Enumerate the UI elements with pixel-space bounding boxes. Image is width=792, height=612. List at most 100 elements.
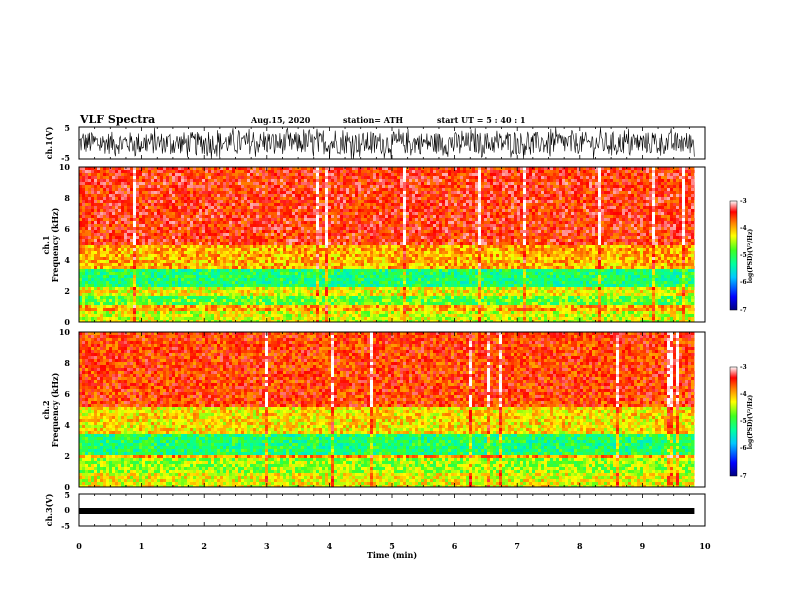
- spectrogram-cell: [163, 215, 166, 218]
- spectrogram-cell: [130, 248, 133, 251]
- spectrogram-cell: [169, 287, 172, 290]
- spectrogram-cell: [85, 206, 88, 209]
- spectrogram-cell: [130, 305, 133, 308]
- spectrogram-cell: [163, 281, 166, 284]
- spectrogram-cell: [160, 308, 163, 311]
- spectrogram-cell: [85, 251, 88, 254]
- spectrogram-cell: [106, 254, 109, 257]
- spectrogram-cell: [142, 176, 145, 179]
- spectrogram-cell: [106, 224, 109, 227]
- spectrogram-cell: [142, 251, 145, 254]
- spectrogram-cell: [130, 299, 133, 302]
- spectrogram-cell: [175, 293, 178, 296]
- spectrogram-cell: [121, 173, 124, 176]
- spectrogram-cell: [133, 200, 136, 203]
- spectrogram-cell: [145, 206, 148, 209]
- spectrogram-cell: [178, 308, 181, 311]
- spectrogram-cell: [154, 197, 157, 200]
- spectrogram-cell: [133, 221, 136, 224]
- spectrogram-cell: [163, 176, 166, 179]
- spectrogram-cell: [97, 287, 100, 290]
- spectrogram-cell: [160, 314, 163, 317]
- spectrogram-cell: [112, 194, 115, 197]
- spectrogram-cell: [172, 263, 175, 266]
- spectrogram-cell: [103, 179, 106, 182]
- spectrogram-cell: [85, 176, 88, 179]
- spectrogram-cell: [91, 206, 94, 209]
- spectrogram-cell: [94, 206, 97, 209]
- spectrogram-cell: [175, 239, 178, 242]
- spectrogram-cell: [154, 170, 157, 173]
- spectrogram-cell: [172, 188, 175, 191]
- spectrogram-cell: [163, 287, 166, 290]
- spectrogram-cell: [94, 227, 97, 230]
- spectrogram-cell: [85, 263, 88, 266]
- spectrogram-cell: [151, 212, 154, 215]
- spectrogram-cell: [100, 242, 103, 245]
- spectrogram-cell: [175, 296, 178, 299]
- spectrogram-cell: [154, 302, 157, 305]
- spectrogram-cell: [160, 275, 163, 278]
- spectrogram-cell: [97, 281, 100, 284]
- spectrogram-cell: [157, 227, 160, 230]
- spectrogram-cell: [181, 182, 184, 185]
- spectrogram-cell: [166, 209, 169, 212]
- spectrogram-cell: [109, 218, 112, 221]
- spectrogram-cell: [136, 194, 139, 197]
- spectrogram-cell: [154, 311, 157, 314]
- spectrogram-cell: [175, 170, 178, 173]
- spectrogram-cell: [154, 284, 157, 287]
- spectrogram-cell: [160, 200, 163, 203]
- spectrogram-cell: [103, 224, 106, 227]
- spectrogram-cell: [106, 221, 109, 224]
- spectrogram-cell: [85, 266, 88, 269]
- spectrogram-cell: [124, 212, 127, 215]
- spectrogram-cell: [142, 281, 145, 284]
- ch1-spectrogram-panel: 0 2 4 6 8 10 ch.1 Frequency (kHz): [41, 162, 705, 327]
- spectrogram-cell: [97, 257, 100, 260]
- spectrogram-cell: [103, 290, 106, 293]
- spectrogram-cell: [91, 233, 94, 236]
- spectrogram-cell: [154, 239, 157, 242]
- spectrogram-cell: [124, 266, 127, 269]
- spectrogram-cell: [97, 302, 100, 305]
- spectrogram-cell: [118, 245, 121, 248]
- spectrogram-cell: [181, 188, 184, 191]
- spectrogram-cell: [130, 185, 133, 188]
- spectrogram-cell: [151, 182, 154, 185]
- spectrogram-cell: [157, 236, 160, 239]
- spectrogram-cell: [82, 284, 85, 287]
- spectrogram-cell: [103, 215, 106, 218]
- spectrogram-cell: [94, 305, 97, 308]
- spectrogram-cell: [145, 188, 148, 191]
- spectrogram-cell: [100, 254, 103, 257]
- spectrogram-cell: [181, 203, 184, 206]
- spectrogram-cell: [133, 197, 136, 200]
- spectrogram-cell: [169, 299, 172, 302]
- spectrogram-cell: [178, 200, 181, 203]
- spectrogram-cell: [118, 197, 121, 200]
- spectrogram-cell: [109, 194, 112, 197]
- spectrogram-cell: [115, 221, 118, 224]
- spectrogram-cell: [166, 284, 169, 287]
- spectrogram-cell: [115, 182, 118, 185]
- spectrogram-cell: [166, 293, 169, 296]
- spectrogram-cell: [115, 266, 118, 269]
- spectrogram-cell: [82, 230, 85, 233]
- spectrogram-cell: [148, 314, 151, 317]
- spectrogram-cell: [178, 287, 181, 290]
- spectrogram-cell: [88, 188, 91, 191]
- spectrogram-cell: [106, 227, 109, 230]
- spectrogram-cell: [139, 206, 142, 209]
- spectrogram-cell: [112, 308, 115, 311]
- spectrogram-cell: [109, 284, 112, 287]
- spectrogram-cell: [94, 209, 97, 212]
- spectrogram-cell: [121, 287, 124, 290]
- spectrogram-cell: [160, 221, 163, 224]
- spectrogram-cell: [157, 170, 160, 173]
- spectrogram-cell: [82, 209, 85, 212]
- spectrogram-cell: [97, 206, 100, 209]
- spectrogram-cell: [148, 233, 151, 236]
- spectrogram-cell: [178, 278, 181, 281]
- spectrogram-cell: [85, 284, 88, 287]
